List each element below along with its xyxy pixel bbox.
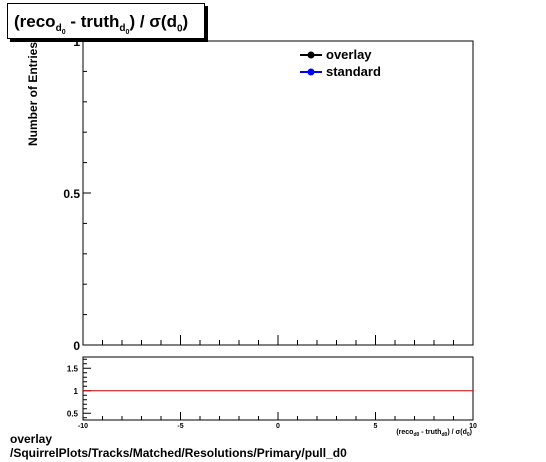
legend-marker-standard [307, 68, 315, 76]
footer-path: /SquirrelPlots/Tracks/Matched/Resolution… [10, 446, 347, 460]
ratio-x-tick-label: 10 [469, 423, 477, 430]
main-y-tick-label: 0.5 [63, 187, 80, 201]
main-y-tick-label: 0 [73, 339, 80, 353]
title-text-truth: - truth [65, 12, 120, 31]
main-plot-frame [82, 40, 474, 346]
ratio-y-tick-label: 1.5 [67, 364, 79, 373]
legend-label-standard: standard [326, 64, 381, 79]
ratio-x-tick-label: -10 [78, 423, 88, 430]
title-sigma: σ(d [149, 12, 177, 31]
legend-label-overlay: overlay [326, 47, 372, 62]
ratio-y-ticks: 0.5 1 1.5 [67, 358, 91, 419]
footer-label: overlay [10, 432, 53, 446]
ratio-y-tick-label: 0.5 [67, 409, 79, 418]
plot-title: (recod0 - truthd0) / σ(d0) [7, 3, 205, 39]
main-y-tick-label: 1 [73, 35, 80, 49]
legend-marker-overlay [307, 51, 315, 59]
ratio-plot-panel: 0.5 1 1.5 -10 -5 0 5 10 (recod0 - truthd0) / σ… [67, 356, 477, 438]
title-sub-d: d0 [55, 23, 66, 37]
legend: overlay standard [300, 47, 381, 79]
y-axis-label: Number of Entries [26, 42, 40, 146]
main-y-ticks: 00.51 [63, 35, 91, 353]
main-x-ticks [82, 335, 474, 345]
ratio-y-tick-label: 1 [74, 387, 79, 396]
ratio-x-tick-label: 0 [276, 423, 280, 430]
title-text-reco: (reco [14, 12, 56, 31]
title-sub-d2: d0 [119, 23, 130, 37]
ratio-x-tick-label: 5 [374, 423, 378, 430]
x-axis-label: (recod0 - truthd0) / σ(d0) [396, 429, 472, 438]
ratio-x-ticks: -10 -5 0 5 10 [78, 412, 477, 430]
ratio-plot-frame [82, 356, 474, 421]
ratio-x-tick-label: -5 [177, 423, 183, 430]
